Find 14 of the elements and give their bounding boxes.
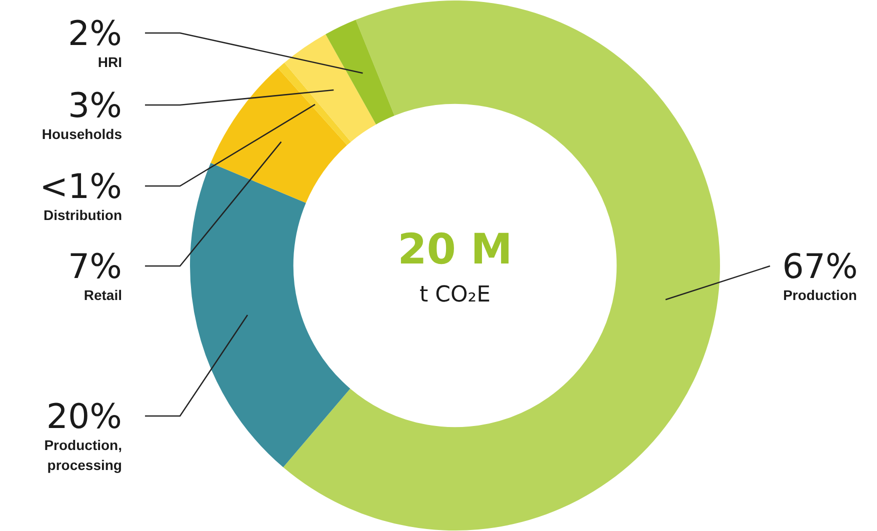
slice-label: Retail [84,287,122,303]
data-label: 20% [46,397,122,437]
text: 20 M [398,224,512,274]
slice-label: Distribution [43,207,122,223]
text: t CO₂E [419,282,491,308]
slice-label: Production, processing [44,437,122,473]
data-label: <1% [40,167,122,207]
slice-label: Households [42,126,122,142]
data-label: 7% [68,247,122,287]
data-label: 3% [68,86,122,126]
slice-label: HRI [98,54,122,70]
data-label: 2% [68,14,122,54]
data-label: 67% [782,247,858,287]
slice-label: Production [783,287,857,303]
